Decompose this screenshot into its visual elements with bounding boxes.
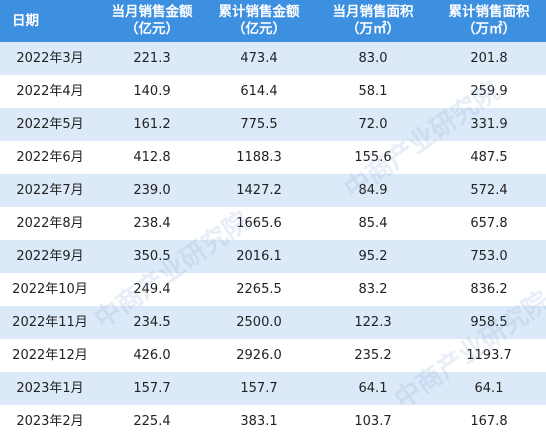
table-cell: 775.5 — [240, 117, 278, 132]
table-cell: 221.3 — [133, 51, 171, 66]
table-cell: 64.1 — [474, 381, 504, 396]
header-unit: （亿元） — [232, 21, 286, 37]
table-cell: 84.9 — [358, 183, 388, 198]
header-row: 日期 当月销售金额 （亿元） 累计销售金额 （亿元） 当月销售面积 （万㎡） 累计销售面积 （万… — [0, 0, 546, 42]
table-cell: 157.7 — [240, 381, 278, 396]
table-row: 2022年10月 249.4 2265.5 83.2 836.2 — [0, 273, 546, 306]
table-cell: 2022年3月 — [16, 51, 84, 66]
header-unit: （万㎡） — [346, 21, 400, 37]
table-cell: 1188.3 — [236, 150, 282, 165]
table-cell: 1193.7 — [466, 348, 512, 363]
table-cell: 426.0 — [133, 348, 171, 363]
table-cell: 1427.2 — [236, 183, 282, 198]
table-cell: 72.0 — [358, 117, 388, 132]
table-cell: 167.8 — [470, 414, 508, 429]
table-cell: 201.8 — [470, 51, 508, 66]
table-cell: 473.4 — [240, 51, 278, 66]
table-cell: 2023年2月 — [16, 414, 84, 429]
table-cell: 753.0 — [470, 249, 508, 264]
header-title: 累计销售面积 — [448, 4, 530, 20]
header-unit: （亿元） — [125, 21, 179, 37]
table-row: 2022年8月 238.4 1665.6 85.4 657.8 — [0, 207, 546, 240]
table-cell: 836.2 — [470, 282, 508, 297]
table-cell: 58.1 — [358, 84, 388, 99]
table-cell: 235.2 — [354, 348, 392, 363]
table-row: 2023年1月 157.7 157.7 64.1 64.1 — [0, 372, 546, 405]
table-row: 2022年9月 350.5 2016.1 95.2 753.0 — [0, 240, 546, 273]
header-cell: 累计销售金额 （亿元） — [204, 0, 314, 42]
table-cell: 412.8 — [133, 150, 171, 165]
table-cell: 2022年12月 — [12, 348, 88, 363]
table-cell: 2926.0 — [236, 348, 282, 363]
table-cell: 234.5 — [133, 315, 171, 330]
table-cell: 2265.5 — [236, 282, 282, 297]
table-cell: 2023年1月 — [16, 381, 84, 396]
table-row: 2022年3月 221.3 473.4 83.0 201.8 — [0, 42, 546, 75]
table-cell: 572.4 — [470, 183, 508, 198]
table-cell: 1665.6 — [236, 216, 282, 231]
header-title: 当月销售金额 — [111, 4, 193, 20]
header-cell: 日期 — [0, 0, 100, 42]
table-cell: 331.9 — [470, 117, 508, 132]
table-row: 2023年2月 225.4 383.1 103.7 167.8 — [0, 405, 546, 438]
table-cell: 239.0 — [133, 183, 171, 198]
table-cell: 614.4 — [240, 84, 278, 99]
table-cell: 161.2 — [133, 117, 171, 132]
table-cell: 83.2 — [358, 282, 388, 297]
header-unit: （万㎡） — [462, 21, 516, 37]
header-cell: 当月销售金额 （亿元） — [100, 0, 204, 42]
table-cell: 85.4 — [358, 216, 388, 231]
table-cell: 2022年6月 — [16, 150, 84, 165]
table-cell: 2016.1 — [236, 249, 282, 264]
table-cell: 140.9 — [133, 84, 171, 99]
table-row: 2022年6月 412.8 1188.3 155.6 487.5 — [0, 141, 546, 174]
table-cell: 238.4 — [133, 216, 171, 231]
table-row: 2022年11月 234.5 2500.0 122.3 958.5 — [0, 306, 546, 339]
table-cell: 2022年10月 — [12, 282, 88, 297]
table-cell: 64.1 — [358, 381, 388, 396]
table-cell: 95.2 — [358, 249, 388, 264]
table-row: 2022年12月 426.0 2926.0 235.2 1193.7 — [0, 339, 546, 372]
table-cell: 487.5 — [470, 150, 508, 165]
table-cell: 383.1 — [240, 414, 278, 429]
table-cell: 2022年5月 — [16, 117, 84, 132]
table-cell: 2500.0 — [236, 315, 282, 330]
table-cell: 958.5 — [470, 315, 508, 330]
table-cell: 83.0 — [358, 51, 388, 66]
table-cell: 2022年9月 — [16, 249, 84, 264]
header-title: 当月销售面积 — [332, 4, 414, 20]
table-cell: 103.7 — [354, 414, 392, 429]
table-cell: 2022年7月 — [16, 183, 84, 198]
table-cell: 657.8 — [470, 216, 508, 231]
table-row: 2022年4月 140.9 614.4 58.1 259.9 — [0, 75, 546, 108]
table-cell: 157.7 — [133, 381, 171, 396]
table-cell: 350.5 — [133, 249, 171, 264]
table-row: 2022年7月 239.0 1427.2 84.9 572.4 — [0, 174, 546, 207]
table-cell: 2022年8月 — [16, 216, 84, 231]
table-cell: 155.6 — [354, 150, 392, 165]
header-title: 日期 — [12, 12, 39, 29]
table-cell: 2022年4月 — [16, 84, 84, 99]
table-row: 2022年5月 161.2 775.5 72.0 331.9 — [0, 108, 546, 141]
header-title: 累计销售金额 — [218, 4, 300, 20]
table-cell: 122.3 — [354, 315, 392, 330]
table-cell: 2022年11月 — [12, 315, 88, 330]
table-cell: 225.4 — [133, 414, 171, 429]
header-cell: 当月销售面积 （万㎡） — [314, 0, 432, 42]
header-cell: 累计销售面积 （万㎡） — [432, 0, 546, 42]
table-cell: 249.4 — [133, 282, 171, 297]
table-cell: 259.9 — [470, 84, 508, 99]
